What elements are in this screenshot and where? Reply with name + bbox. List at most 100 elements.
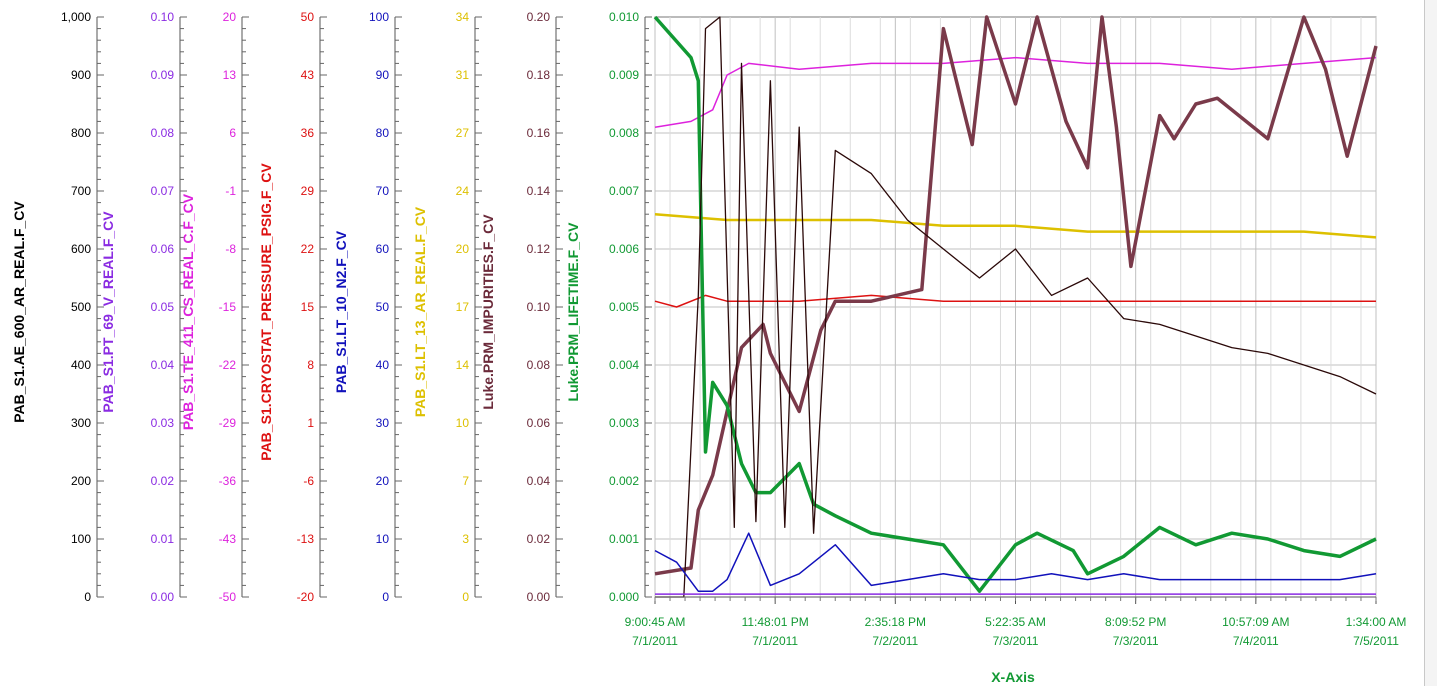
series-line-pab-s1-cryostat-pressure-psig-f-cv — [654, 294, 1376, 308]
x-tick-label-date: 7/5/2011 — [1353, 634, 1399, 648]
y-axis-7: 0.00 0.02 0.04 0.06 0.08 0.10 0.12 0.14 0.16 0.18… — [480, 10, 563, 604]
y-tick-label: -13 — [297, 532, 315, 546]
y-tick-label: 20 — [376, 474, 390, 488]
y-tick-label: 24 — [456, 184, 470, 198]
y-tick-label: 900 — [71, 68, 91, 82]
y-tick-label: 0.007 — [609, 184, 639, 198]
y-tick-label: -50 — [219, 590, 237, 604]
y-tick-label: 10 — [456, 416, 470, 430]
y-tick-label: 400 — [71, 358, 91, 372]
x-tick-label-date: 7/1/2011 — [632, 634, 678, 648]
series-line-pab-s1-lt-10-n2-f-cv — [654, 532, 1377, 592]
y-axis-8: 0.000 0.001 0.002 0.003 0.004 0.005 0.006 0.007… — [565, 10, 652, 604]
y-tick-label: 31 — [456, 68, 470, 82]
y-axis-3: -50 -43 -36 -29 -22 -15 -8 -1 6 13 20 PAB_S1.TE_411… — [180, 10, 249, 604]
y-tick-label: 0.09 — [151, 68, 175, 82]
y-tick-label: 0.000 — [609, 590, 639, 604]
y-tick-label: 0.010 — [609, 10, 639, 24]
y-axis-title: Luke.PRM_IMPURITIES.F_CV — [480, 214, 496, 410]
y-tick-label: 0.16 — [527, 126, 551, 140]
y-tick-label: 30 — [376, 416, 390, 430]
y-tick-label: 300 — [71, 416, 91, 430]
y-tick-label: 0.01 — [151, 532, 175, 546]
y-tick-label: 600 — [71, 242, 91, 256]
x-tick-label-time: 11:48:01 PM — [742, 615, 809, 629]
y-tick-label: -43 — [219, 532, 237, 546]
y-axis-title: PAB_S1.LT_10_N2.F_CV — [333, 230, 349, 393]
y-tick-label: 0.08 — [151, 126, 175, 140]
y-tick-label: 0.10 — [527, 300, 551, 314]
x-axis-title: X-Axis — [991, 669, 1035, 685]
y-tick-label: 0.20 — [527, 10, 551, 24]
y-tick-label: 0.009 — [609, 68, 639, 82]
x-tick-label-date: 7/4/2011 — [1233, 634, 1279, 648]
y-tick-label: 0.00 — [527, 590, 551, 604]
y-tick-label: 13 — [223, 68, 237, 82]
y-tick-label: 22 — [301, 242, 315, 256]
x-tick-label-date: 7/2/2011 — [872, 634, 918, 648]
y-tick-label: -1 — [225, 184, 236, 198]
y-tick-label: 700 — [71, 184, 91, 198]
series-group — [653, 15, 1378, 598]
y-axes-group: 01002003004005006007008009001,000PAB_S1.… — [11, 10, 652, 604]
y-axis-title: PAB_S1.TE_411_CS_REAL_C.F_CV — [180, 193, 196, 430]
y-tick-label: 800 — [71, 126, 91, 140]
y-tick-label: 0.00 — [151, 590, 175, 604]
y-tick-label: 0.02 — [151, 474, 175, 488]
y-axis-6: 0 3 7 10 14 17 20 24 27 31 34 PAB_S1.LT_13_AR_REAL.… — [412, 10, 482, 604]
x-tick-label-time: 2:35:18 PM — [865, 615, 926, 629]
y-tick-label: -22 — [219, 358, 237, 372]
scrollbar[interactable] — [1424, 0, 1437, 686]
y-tick-label: 40 — [376, 358, 390, 372]
y-tick-label: 0.008 — [609, 126, 639, 140]
y-tick-label: 0.003 — [609, 416, 639, 430]
y-tick-label: 100 — [369, 10, 389, 24]
x-tick-label-time: 1:34:00 AM — [1346, 615, 1407, 629]
y-tick-label: 0.07 — [151, 184, 175, 198]
y-tick-label: 8 — [307, 358, 314, 372]
y-axis-5: 0 10 20 30 40 50 60 70 80 90 100 PAB_S1.LT_10_N2.F_… — [333, 10, 402, 604]
y-tick-label: 0.05 — [151, 300, 175, 314]
y-tick-label: 0.005 — [609, 300, 639, 314]
y-tick-label: 0.10 — [151, 10, 175, 24]
y-axis-4: -20 -13 -6 1 8 15 22 29 36 43 50 PAB_S1.CRYOSTAT_PR… — [258, 10, 327, 604]
y-tick-label: -29 — [219, 416, 237, 430]
y-tick-label: -20 — [297, 590, 315, 604]
y-tick-label: 0.06 — [151, 242, 175, 256]
x-tick-label-time: 5:22:35 AM — [985, 615, 1046, 629]
x-tick-label-date: 7/1/2011 — [752, 634, 798, 648]
y-tick-label: 0 — [382, 590, 389, 604]
x-axis-group: 9:00:45 AM 7/1/2011 11:48:01 PM 7/1/2011 2:3… — [625, 596, 1407, 648]
y-tick-label: 0.006 — [609, 242, 639, 256]
y-tick-label: 200 — [71, 474, 91, 488]
y-tick-label: 90 — [376, 68, 390, 82]
y-axis-2: 0.00 0.01 0.02 0.03 0.04 0.05 0.06 0.07 0.08 0.09… — [100, 10, 187, 604]
y-tick-label: -6 — [303, 474, 314, 488]
y-axis-title: Luke.PRM_LIFETIME.F_CV — [565, 222, 581, 402]
y-tick-label: 50 — [301, 10, 315, 24]
y-tick-label: 50 — [376, 300, 390, 314]
y-tick-label: 0.14 — [527, 184, 551, 198]
y-tick-label: 0.06 — [527, 416, 551, 430]
y-tick-label: 0 — [462, 590, 469, 604]
y-tick-label: 6 — [229, 126, 236, 140]
y-tick-label: 0.03 — [151, 416, 175, 430]
y-tick-label: 1 — [307, 416, 314, 430]
y-tick-label: 0.12 — [527, 242, 551, 256]
y-tick-label: 0.001 — [609, 532, 639, 546]
y-axis-title: PAB_S1.LT_13_AR_REAL.F_CV — [412, 206, 428, 417]
y-tick-label: 0.08 — [527, 358, 551, 372]
plot-grid — [654, 16, 1377, 598]
y-tick-label: 36 — [301, 126, 315, 140]
y-tick-label: 3 — [462, 532, 469, 546]
y-tick-label: 34 — [456, 10, 470, 24]
y-tick-label: 0.04 — [151, 358, 175, 372]
y-tick-label: 0.18 — [527, 68, 551, 82]
y-axis-title: PAB_S1.PT_69_V_REAL.F_CV — [100, 211, 116, 413]
y-tick-label: 0.02 — [527, 532, 551, 546]
y-tick-label: 0.002 — [609, 474, 639, 488]
y-tick-label: 500 — [71, 300, 91, 314]
y-tick-label: 27 — [456, 126, 470, 140]
